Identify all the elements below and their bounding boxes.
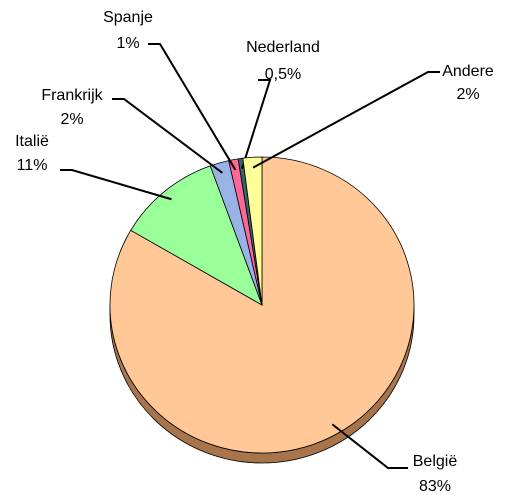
slice-label: Andere — [442, 63, 494, 80]
slice-label: Italië — [15, 133, 49, 150]
leader-line — [60, 169, 172, 201]
leader-line — [112, 98, 223, 174]
slice-label: Spanje — [103, 9, 153, 26]
slice-label: België — [413, 453, 458, 470]
slice-value: 2% — [60, 111, 83, 128]
pie-slice — [130, 165, 263, 306]
slice-value: 1% — [116, 35, 139, 52]
slice-label: Nederland — [246, 39, 320, 56]
slice-value: 11% — [17, 157, 48, 174]
pie-slice — [242, 156, 263, 306]
slice-label: Frankrijk — [41, 87, 103, 104]
leader-line — [148, 43, 237, 171]
leader-line — [331, 423, 408, 469]
leader-line — [241, 79, 272, 170]
leader-line — [252, 71, 440, 169]
slice-value: 2% — [456, 86, 479, 103]
slice-value: 83% — [419, 478, 451, 495]
slice-value: 0,5% — [265, 66, 301, 83]
